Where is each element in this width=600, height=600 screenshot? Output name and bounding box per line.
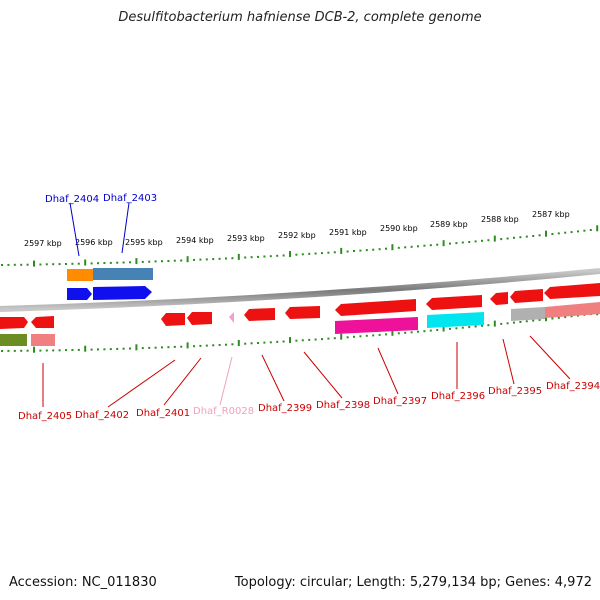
gene-dhaf-2405-cog[interactable] (0, 334, 27, 346)
gene-label-dhaf-2399[interactable]: Dhaf_2399 (258, 403, 312, 414)
gene-dhaf-2395[interactable] (490, 292, 508, 305)
leader-dhaf-2402 (107, 359, 176, 408)
gene-label-dhaf-2404[interactable]: Dhaf_2404 (45, 194, 99, 205)
gene-label-dhaf-2396[interactable]: Dhaf_2396 (431, 391, 485, 402)
gene-dhaf-r0028[interactable] (229, 312, 234, 323)
gene-dhaf-2401[interactable] (187, 312, 212, 325)
gene-dhaf-2404-cog[interactable] (67, 269, 93, 281)
gene-label-dhaf-r0028[interactable]: Dhaf_R0028 (193, 406, 254, 417)
gene-label-dhaf-2395[interactable]: Dhaf_2395 (488, 386, 542, 397)
gene-label-dhaf-2402[interactable]: Dhaf_2402 (75, 410, 129, 421)
gene-dhaf-2397-cog[interactable] (335, 317, 418, 334)
top-tick-row (1, 225, 599, 267)
topology-text: Topology: circular; Length: 5,279,134 bp… (234, 575, 592, 590)
kbp-label-2589: 2589 kbp (430, 220, 468, 229)
forward-genes (67, 268, 153, 300)
gene-dhaf-2405[interactable] (0, 317, 28, 329)
gene-label-dhaf-2394[interactable]: Dhaf_2394 (546, 381, 600, 392)
leader-dhaf-r0028 (219, 356, 233, 406)
leader-dhaf-2398 (303, 351, 343, 399)
gene-dhaf-2402[interactable] (161, 313, 185, 326)
kbp-label-2596: 2596 kbp (75, 238, 113, 247)
kbp-label-2592: 2592 kbp (278, 231, 316, 240)
gene-label-dhaf-2398[interactable]: Dhaf_2398 (316, 400, 370, 411)
gene-dhaf-2396-cog[interactable] (427, 312, 484, 328)
gene-labels: Dhaf_2404 Dhaf_2403 Dhaf_2405 Dhaf_2402 … (18, 193, 600, 422)
accession-text: Accession: NC_011830 (9, 575, 157, 590)
gene-label-dhaf-2405[interactable]: Dhaf_2405 (18, 411, 72, 422)
gene-dhaf-2405b-cog[interactable] (31, 334, 55, 346)
bottom-tick-row (1, 309, 599, 353)
leader-dhaf-2399 (261, 354, 285, 402)
leader-dhaf-2401 (163, 357, 202, 406)
gene-dhaf-2393-cog[interactable] (545, 302, 600, 318)
leader-dhaf-2395 (502, 338, 515, 385)
gene-label-dhaf-2397[interactable]: Dhaf_2397 (373, 396, 427, 407)
gene-dhaf-2399[interactable] (244, 308, 275, 321)
reverse-genes (0, 283, 600, 346)
kbp-label-2588: 2588 kbp (481, 215, 519, 224)
gene-dhaf-2394[interactable] (510, 289, 543, 303)
genome-backbone (0, 268, 600, 312)
genome-title: Desulfitobacterium hafniense DCB-2, comp… (118, 10, 482, 25)
kbp-labels: 2597 kbp 2596 kbp 2595 kbp 2594 kbp 2593… (24, 210, 570, 248)
kbp-label-2591: 2591 kbp (329, 228, 367, 237)
leader-dhaf-2403 (121, 202, 130, 254)
leader-dhaf-2394 (529, 335, 571, 380)
kbp-label-2594: 2594 kbp (176, 236, 214, 245)
gene-dhaf-2403[interactable] (93, 286, 152, 300)
kbp-label-2587: 2587 kbp (532, 210, 570, 219)
kbp-label-2597: 2597 kbp (24, 239, 62, 248)
gene-dhaf-2396[interactable] (426, 295, 482, 310)
leader-dhaf-2397 (377, 347, 399, 395)
leader-lines (42, 202, 571, 408)
gene-label-dhaf-2403[interactable]: Dhaf_2403 (103, 193, 157, 204)
gene-dhaf-2403-cog[interactable] (93, 268, 153, 280)
kbp-label-2595: 2595 kbp (125, 238, 163, 247)
gene-dhaf-2394-cog[interactable] (511, 307, 545, 321)
kbp-label-2590: 2590 kbp (380, 224, 418, 233)
gene-dhaf-2398[interactable] (285, 306, 320, 319)
leader-dhaf-2404 (69, 202, 80, 257)
gene-dhaf-2393[interactable] (544, 283, 600, 299)
kbp-label-2593: 2593 kbp (227, 234, 265, 243)
gene-dhaf-2404[interactable] (67, 288, 92, 300)
gene-dhaf-2397[interactable] (335, 299, 416, 316)
gene-label-dhaf-2401[interactable]: Dhaf_2401 (136, 408, 190, 419)
gene-dhaf-2405b[interactable] (31, 316, 54, 328)
